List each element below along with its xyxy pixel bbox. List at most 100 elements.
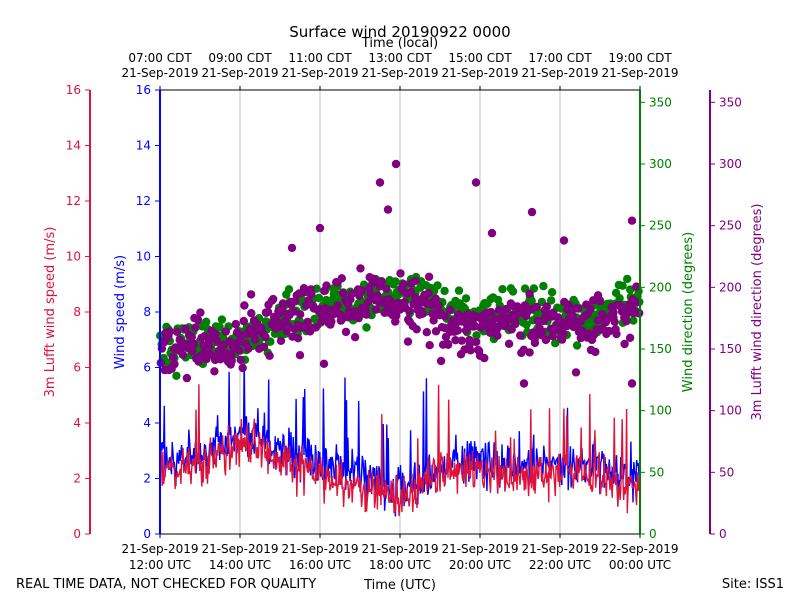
point-3m-lufft-wind-direction [269,294,278,304]
top-tick-date: 21-Sep-2019 [281,66,358,80]
point-3m-lufft-wind-direction [451,336,460,345]
point-3m-lufft-wind-direction [362,310,371,319]
point-wind-direction [284,285,294,294]
point-outlier [383,205,393,214]
top-tick-date: 21-Sep-2019 [521,66,598,80]
point-3m-lufft-wind-direction [622,316,631,326]
lufft-direction-axis-label: 3m Lufft wind direction (degrees) [750,204,765,421]
wind-direction-axis-tick-label: 200 [649,280,672,294]
point-outlier [287,243,297,253]
point-3m-lufft-wind-direction [299,284,309,293]
top-tick-date: 21-Sep-2019 [121,66,198,80]
point-3m-lufft-wind-direction [235,346,244,355]
point-3m-lufft-wind-direction [350,333,360,342]
lufft-direction-axis-tick-label: 350 [719,95,742,109]
point-3m-lufft-wind-direction [182,373,192,383]
point-wind-direction [362,323,371,332]
point-3m-lufft-wind-direction [610,317,619,326]
point-3m-lufft-wind-direction [632,298,641,307]
wind-speed-axis-tick-label: 0 [143,527,151,541]
point-wind-direction [217,315,227,324]
point-wind-direction [215,322,224,332]
point-3m-lufft-wind-direction [525,289,534,298]
wind-direction-axis-tick-label: 0 [649,527,657,541]
point-3m-lufft-wind-direction [445,305,455,315]
x-tick-time: 16:00 UTC [289,558,351,572]
point-3m-lufft-wind-direction [193,315,203,325]
point-3m-lufft-wind-direction [425,341,434,350]
lufft-speed-axis-tick-label: 14 [66,139,81,153]
point-3m-lufft-wind-direction [210,367,219,376]
lufft-speed-axis-tick-label: 16 [66,83,81,97]
point-3m-lufft-wind-direction [347,289,357,298]
point-3m-lufft-wind-direction [530,338,540,348]
point-3m-lufft-wind-direction [307,289,316,299]
point-3m-lufft-wind-direction [405,306,414,316]
point-wind-direction [508,287,518,296]
point-wind-direction [172,371,181,380]
point-3m-lufft-wind-direction [338,288,348,298]
point-3m-lufft-wind-direction [612,329,621,339]
lufft-direction-axis-tick-label: 300 [719,157,742,171]
point-3m-lufft-wind-direction [283,321,292,330]
point-3m-lufft-wind-direction [211,329,220,338]
point-3m-lufft-wind-direction [609,308,618,317]
point-3m-lufft-wind-direction [238,363,247,373]
point-wind-direction [539,281,548,291]
point-3m-lufft-wind-direction [431,294,440,303]
point-outlier [471,178,481,187]
point-outlier [627,379,637,388]
wind-speed-axis-tick-label: 4 [143,416,151,430]
point-wind-direction [522,320,531,329]
point-3m-lufft-wind-direction [240,301,249,310]
point-3m-lufft-wind-direction [265,351,274,360]
wind-direction-axis-label: Wind direction (degrees) [681,232,696,392]
lufft-direction-axis-tick-label: 50 [719,465,734,479]
point-3m-lufft-wind-direction [212,336,222,346]
point-3m-lufft-wind-direction [337,274,346,283]
point-3m-lufft-wind-direction [434,300,443,310]
top-tick-time: 17:00 CDT [528,51,592,65]
lufft-speed-axis-tick-label: 10 [66,250,81,264]
x-tick-time: 14:00 UTC [209,558,271,572]
point-3m-lufft-wind-direction [261,332,270,342]
x-tick-date: 21-Sep-2019 [441,542,518,556]
point-outlier [487,228,497,238]
point-3m-lufft-wind-direction [541,335,551,345]
point-3m-lufft-wind-direction [341,327,351,337]
wind-direction-axis-tick-label: 250 [649,219,672,233]
point-3m-lufft-wind-direction [172,327,182,336]
point-3m-lufft-wind-direction [239,316,248,326]
point-3m-lufft-wind-direction [431,327,441,336]
point-wind-direction [551,339,560,348]
point-3m-lufft-wind-direction [466,346,475,355]
point-wind-direction [440,286,449,296]
point-3m-lufft-wind-direction [586,304,595,313]
x-tick-time: 18:00 UTC [369,558,431,572]
point-3m-lufft-wind-direction [289,307,298,316]
point-3m-lufft-wind-direction [412,325,421,334]
point-3m-lufft-wind-direction [181,324,190,333]
axes: 21-Sep-2019 12:00 UTC 21-Sep-2019 14:00 UTC… [66,51,742,572]
top-axis-label: Time (local) [361,36,438,51]
point-outlier [375,178,385,187]
lufft-direction-axis-tick-label: 0 [719,527,727,541]
top-tick-date: 21-Sep-2019 [361,66,438,80]
wind-speed-axis-tick-label: 8 [143,305,151,319]
point-3m-lufft-wind-direction [605,326,614,336]
lufft-speed-axis-tick-label: 8 [73,305,81,319]
point-3m-lufft-wind-direction [532,302,541,312]
point-3m-lufft-wind-direction [396,269,405,278]
lufft-speed-axis-tick-label: 12 [66,194,81,208]
point-3m-lufft-wind-direction [322,281,331,290]
lufft-speed-axis-tick-label: 2 [73,472,81,486]
point-3m-lufft-wind-direction [493,331,502,340]
point-3m-lufft-wind-direction [564,300,573,309]
top-tick-time: 19:00 CDT [608,51,672,65]
point-outlier [559,236,569,245]
top-tick-time: 07:00 CDT [128,51,192,65]
wind-speed-axis-label: Wind speed (m/s) [113,255,128,369]
point-3m-lufft-wind-direction [296,310,305,319]
point-3m-lufft-wind-direction [168,353,177,362]
point-3m-lufft-wind-direction [548,332,557,341]
